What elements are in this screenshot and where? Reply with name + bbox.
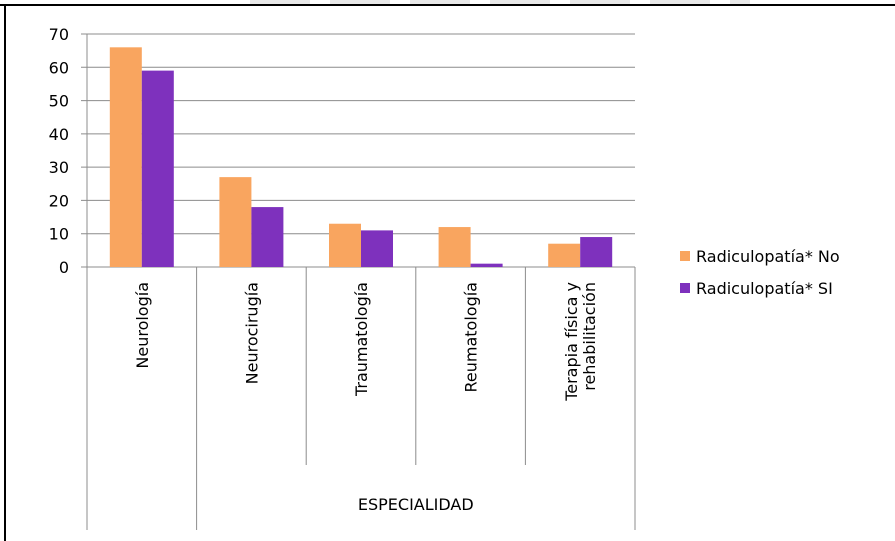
legend-label-si: Radiculopatía* SI — [696, 278, 833, 298]
legend-label-no: Radiculopatía* No — [696, 246, 840, 266]
legend-swatch-si — [680, 283, 690, 293]
category-labels: Neurología Neurocirugía Traumatología Reuma… — [133, 282, 599, 402]
bar-no-1 — [219, 177, 252, 267]
bar-no-0 — [109, 47, 142, 267]
bar-si-3 — [470, 263, 503, 267]
legend-item-si: Radiculopatía* SI — [680, 272, 840, 304]
bar-no-3 — [438, 227, 471, 267]
category-label-1: Neurocirugía — [242, 282, 261, 384]
category-label-4-line-1: rehabilitación — [580, 282, 599, 391]
x-axis-title: ESPECIALIDAD — [358, 495, 474, 514]
y-tick-label-30: 30 — [49, 158, 69, 177]
y-tick-label-0: 0 — [59, 258, 69, 277]
y-axis-ticks: 0 10 20 30 40 50 60 70 — [49, 25, 69, 277]
faded-header-text — [250, 0, 750, 4]
bar-si-2 — [361, 230, 393, 267]
legend-item-no: Radiculopatía* No — [680, 240, 840, 272]
y-tick-label-10: 10 — [49, 225, 69, 244]
x-axis — [86, 267, 636, 530]
bar-si-4 — [580, 237, 613, 267]
bar-si-1 — [251, 207, 284, 267]
y-tick-label-20: 20 — [49, 191, 69, 210]
category-label-4-line-0: Terapia física y — [562, 282, 581, 402]
bar-no-4 — [548, 243, 581, 267]
legend-swatch-no — [680, 251, 690, 261]
y-tick-label-60: 60 — [49, 58, 69, 77]
bar-no-2 — [329, 223, 361, 267]
category-label-3: Reumatología — [462, 282, 481, 392]
legend: Radiculopatía* No Radiculopatía* SI — [680, 240, 840, 304]
y-tick-label-40: 40 — [49, 125, 69, 144]
y-tick-label-50: 50 — [49, 92, 69, 111]
category-label-0: Neurología — [133, 282, 152, 369]
bars — [109, 47, 613, 267]
bar-si-0 — [141, 70, 174, 267]
frame-top-border — [0, 4, 895, 6]
y-tick-label-70: 70 — [49, 25, 69, 44]
frame-left-border — [4, 4, 6, 541]
category-label-2: Traumatología — [352, 282, 371, 397]
